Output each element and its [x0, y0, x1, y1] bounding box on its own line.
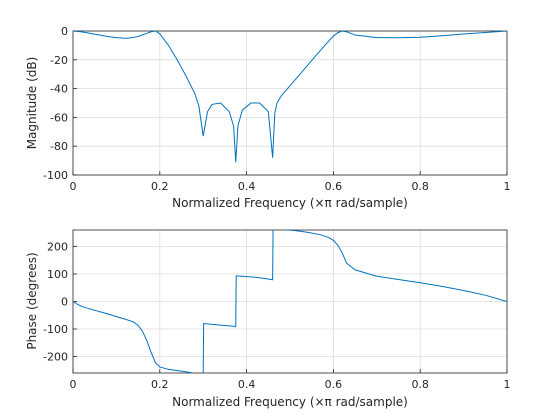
- magnitude-y-tick-label: -60: [50, 111, 68, 124]
- magnitude-y-axis-label: Magnitude (dB): [25, 57, 39, 150]
- magnitude-plot: 0 0.2 0.4 0.6 0.8 1 -100 -80 -60 -40 -20 0 Normaliz…: [25, 25, 511, 210]
- magnitude-x-tick-label: 0.6: [325, 180, 343, 193]
- magnitude-x-axis-label: Normalized Frequency (×π rad/sample): [172, 196, 408, 210]
- magnitude-y-tick-label: -100: [43, 169, 68, 182]
- magnitude-axes-box: [72, 30, 508, 176]
- phase-x-axis-label: Normalized Frequency (×π rad/sample): [172, 395, 408, 409]
- phase-y-tick-label: 100: [47, 268, 68, 281]
- magnitude-y-tick-label: -20: [50, 54, 68, 67]
- magnitude-x-tick-label: 0.4: [238, 180, 256, 193]
- magnitude-y-tick-label: 0: [61, 25, 68, 38]
- phase-x-tick-label: 0.2: [151, 378, 169, 391]
- magnitude-x-tick-label: 0: [70, 180, 77, 193]
- phase-y-tick-label: -200: [43, 351, 68, 364]
- magnitude-response-line: [73, 31, 507, 163]
- phase-x-tick-label: 0: [70, 378, 77, 391]
- phase-x-tick-label: 0.6: [325, 378, 343, 391]
- phase-y-tick-label: -100: [43, 323, 68, 336]
- phase-response-line: [73, 230, 507, 373]
- phase-y-tick-label: 0: [61, 296, 68, 309]
- magnitude-plot-area: [73, 31, 507, 175]
- phase-plot: 0 0.2 0.4 0.6 0.8 1 -200 -100 0 100 200 Normalized…: [25, 229, 511, 409]
- magnitude-x-tick-label: 1: [504, 180, 511, 193]
- magnitude-y-tick-label: -80: [50, 140, 68, 153]
- magnitude-x-tick-label: 0.8: [411, 180, 429, 193]
- magnitude-y-tick-label: -40: [50, 83, 68, 96]
- phase-x-tick-label: 1: [504, 378, 511, 391]
- phase-x-tick-label: 0.4: [238, 378, 256, 391]
- magnitude-x-tick-label: 0.2: [151, 180, 169, 193]
- phase-y-tick-label: 200: [47, 241, 68, 254]
- phase-y-axis-label: Phase (degrees): [25, 252, 39, 349]
- phase-x-tick-label: 0.8: [411, 378, 429, 391]
